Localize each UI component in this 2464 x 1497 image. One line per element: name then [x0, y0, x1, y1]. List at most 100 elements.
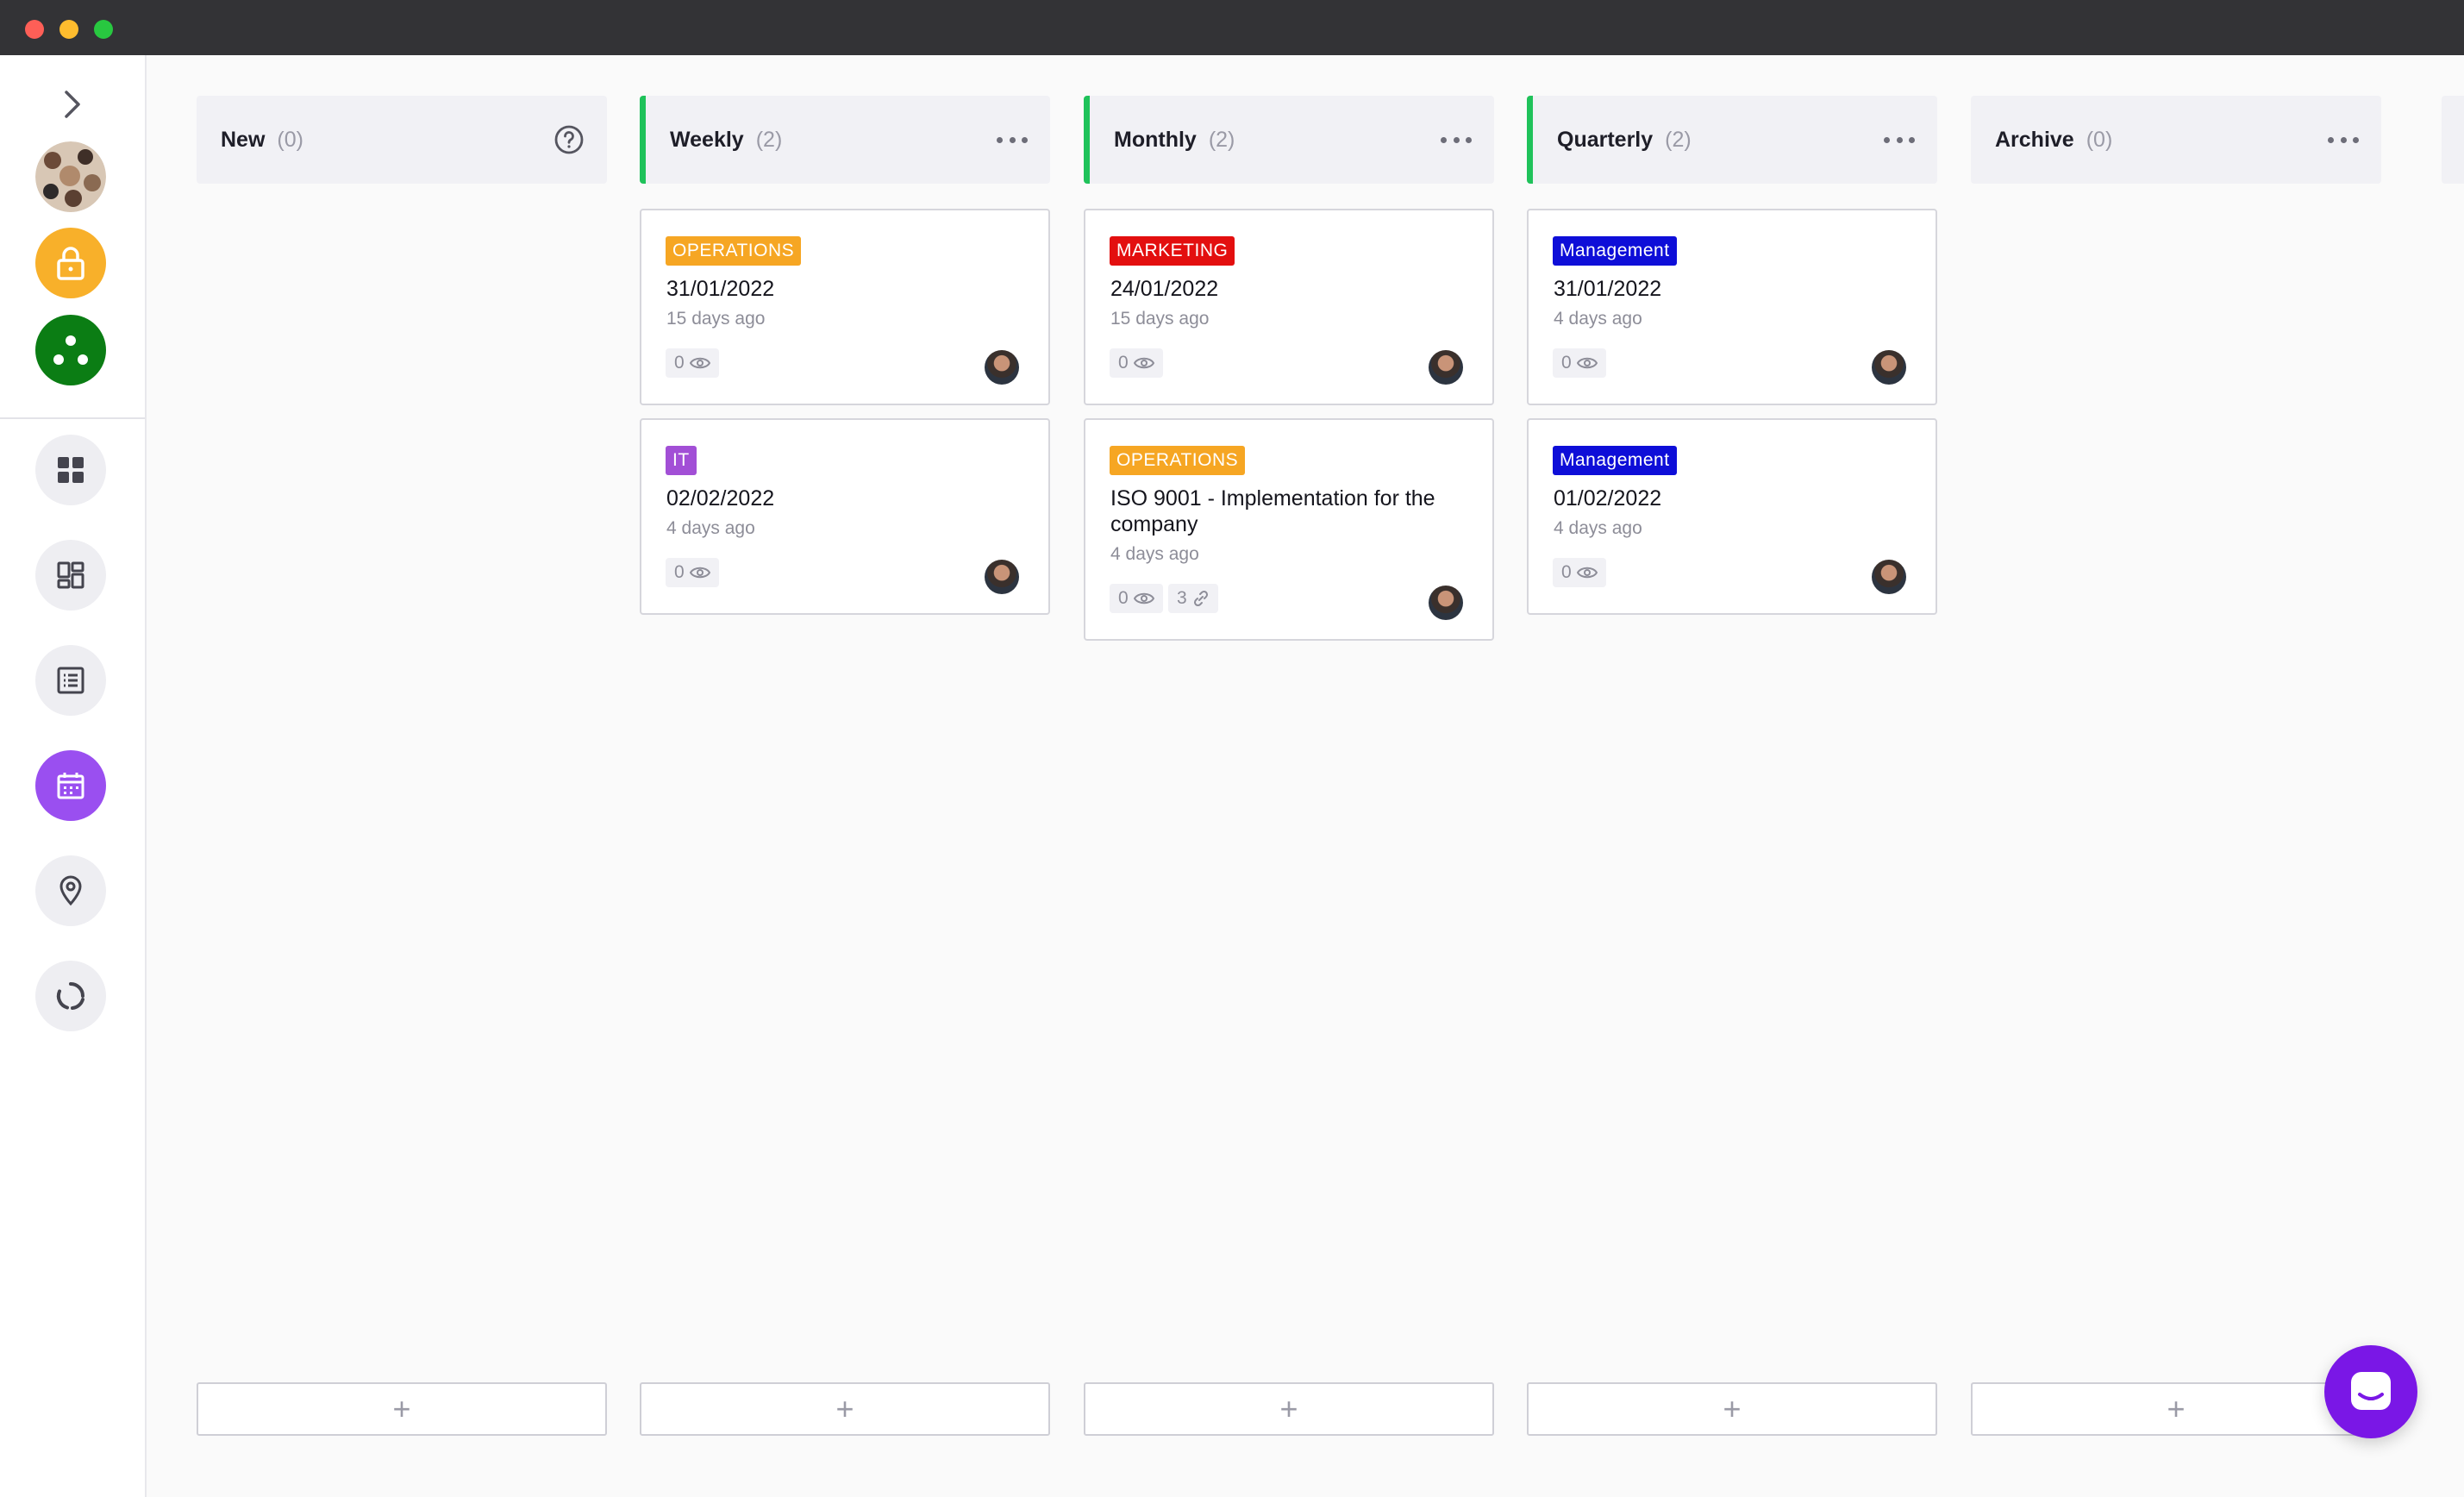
column-title: New	[221, 127, 266, 152]
close-window-button[interactable]	[25, 20, 44, 39]
task-card[interactable]: Management 01/02/2022 4 days ago 0	[1527, 418, 1937, 615]
eye-icon	[1576, 357, 1598, 369]
views-value: 0	[1561, 353, 1572, 373]
card-title: 31/01/2022	[666, 277, 775, 301]
card-title: 01/02/2022	[1554, 486, 1662, 510]
column-count: (2)	[1208, 127, 1235, 152]
task-card[interactable]: OPERATIONS ISO 9001 - Implementation for…	[1084, 418, 1494, 641]
links-count[interactable]: 3	[1168, 584, 1218, 613]
column-menu-icon[interactable]	[1441, 128, 1472, 151]
plus-icon: +	[1279, 1391, 1298, 1426]
views-value: 0	[1118, 353, 1129, 373]
column-title: Weekly	[670, 127, 744, 152]
column-count: (2)	[755, 127, 783, 152]
eye-icon	[1133, 592, 1154, 604]
assignee-avatar[interactable]	[985, 350, 1019, 385]
task-card[interactable]: Management 31/01/2022 4 days ago 0	[1527, 209, 1937, 405]
kanban-board: New (0) Weekly (2) OPERATIONS 31/01/2022…	[147, 55, 2464, 1497]
task-card[interactable]: MARKETING 24/01/2022 15 days ago 0	[1084, 209, 1494, 405]
column-count: (2)	[1665, 127, 1692, 152]
list-icon[interactable]	[35, 645, 106, 716]
eye-icon	[1133, 357, 1154, 369]
column-header-weekly[interactable]: Weekly (2)	[640, 96, 1050, 184]
card-title: 31/01/2022	[1554, 277, 1662, 301]
column-menu-icon[interactable]	[2328, 128, 2359, 151]
column-header-archive[interactable]: Archive (0)	[1971, 96, 2381, 184]
add-card-button[interactable]: +	[197, 1382, 607, 1436]
location-pin-icon[interactable]	[35, 855, 106, 926]
group-icon[interactable]	[35, 315, 106, 385]
tag-label: Management	[1553, 446, 1677, 475]
help-icon[interactable]	[553, 124, 585, 155]
views-count[interactable]: 0	[1110, 584, 1163, 613]
column-menu-icon[interactable]	[997, 128, 1028, 151]
link-icon	[1193, 590, 1208, 607]
views-count[interactable]: 0	[666, 558, 719, 587]
assignee-avatar[interactable]	[1429, 350, 1463, 385]
lock-icon[interactable]	[35, 228, 106, 298]
column-header-quarterly[interactable]: Quarterly (2)	[1527, 96, 1937, 184]
links-value: 3	[1177, 588, 1187, 608]
card-title: ISO 9001 - Implementation for the compan…	[1110, 486, 1435, 536]
tag-label: Management	[1553, 236, 1677, 266]
column-title: Quarterly	[1557, 127, 1654, 152]
column-title: Monthly	[1114, 127, 1197, 152]
card-time: 15 days ago	[1110, 309, 1210, 329]
views-value: 0	[1561, 562, 1572, 582]
column-count: (0)	[2086, 127, 2113, 152]
column-menu-icon[interactable]	[1884, 128, 1915, 151]
card-time: 4 days ago	[1110, 544, 1199, 564]
views-count[interactable]: 0	[1110, 348, 1163, 378]
add-card-button[interactable]: +	[640, 1382, 1050, 1436]
chat-launcher-button[interactable]	[2324, 1345, 2417, 1438]
minimize-window-button[interactable]	[59, 20, 78, 39]
views-count[interactable]: 0	[1553, 558, 1606, 587]
column-count: (0)	[277, 127, 303, 152]
plus-icon: +	[392, 1391, 411, 1426]
tag-label: MARKETING	[1110, 236, 1235, 266]
assignee-avatar[interactable]	[985, 560, 1019, 594]
widgets-icon[interactable]	[35, 540, 106, 611]
loading-circle-icon[interactable]	[35, 961, 106, 1031]
assignee-avatar[interactable]	[1872, 350, 1906, 385]
column-header-new[interactable]: New (0)	[197, 96, 607, 184]
maximize-window-button[interactable]	[94, 20, 113, 39]
card-time: 4 days ago	[666, 518, 755, 538]
card-title: 24/01/2022	[1110, 277, 1219, 301]
plus-icon: +	[2167, 1391, 2186, 1426]
add-card-button[interactable]: +	[1971, 1382, 2381, 1436]
expand-chevron-icon[interactable]	[57, 85, 88, 124]
views-value: 0	[674, 562, 685, 582]
views-count[interactable]: 0	[666, 348, 719, 378]
card-time: 4 days ago	[1554, 309, 1642, 329]
eye-icon	[689, 567, 710, 579]
task-card[interactable]: IT 02/02/2022 4 days ago 0	[640, 418, 1050, 615]
team-avatar[interactable]	[35, 141, 106, 212]
dashboard-icon[interactable]	[35, 435, 106, 505]
sidebar	[0, 55, 147, 1497]
eye-icon	[689, 357, 710, 369]
card-time: 15 days ago	[666, 309, 766, 329]
window-titlebar	[0, 0, 2464, 55]
eye-icon	[1576, 567, 1598, 579]
task-card[interactable]: OPERATIONS 31/01/2022 15 days ago 0	[640, 209, 1050, 405]
assignee-avatar[interactable]	[1429, 586, 1463, 620]
add-card-button[interactable]: +	[1084, 1382, 1494, 1436]
card-time: 4 days ago	[1554, 518, 1642, 538]
column-header-monthly[interactable]: Monthly (2)	[1084, 96, 1494, 184]
plus-icon: +	[1723, 1391, 1742, 1426]
calendar-icon[interactable]	[35, 750, 106, 821]
plus-icon: +	[835, 1391, 854, 1426]
sidebar-divider	[0, 417, 145, 419]
column-title: Archive	[1995, 127, 2074, 152]
tag-label: OPERATIONS	[1110, 446, 1246, 475]
chat-icon	[2351, 1372, 2391, 1410]
views-value: 0	[1118, 588, 1129, 608]
assignee-avatar[interactable]	[1872, 560, 1906, 594]
tag-label: OPERATIONS	[666, 236, 802, 266]
tag-label: IT	[666, 446, 697, 475]
next-column-edge	[2442, 96, 2464, 184]
add-card-button[interactable]: +	[1527, 1382, 1937, 1436]
views-count[interactable]: 0	[1553, 348, 1606, 378]
card-title: 02/02/2022	[666, 486, 775, 510]
